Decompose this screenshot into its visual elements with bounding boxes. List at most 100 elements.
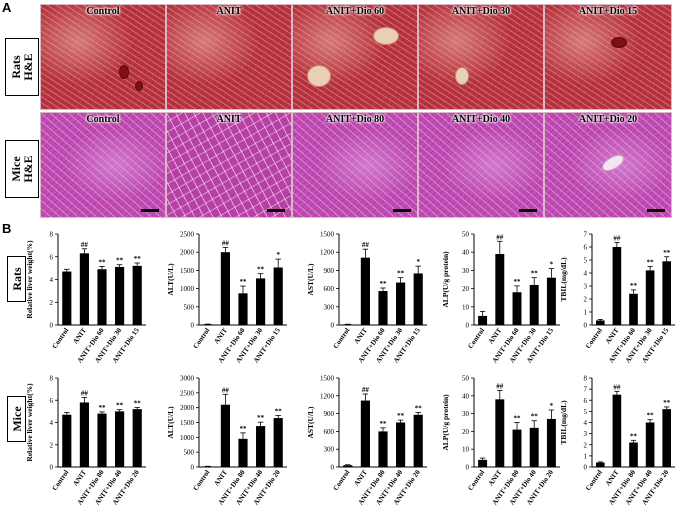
y-tick-label: 3000 [180,375,195,383]
y-tick-label: 7 [584,231,588,239]
bar [132,265,142,325]
chart-mice-8: 0 10 20 30 40 50 ALP(U/g protein) Control ## ANIT… [441,375,560,507]
micrograph-caption: ANIT+Dio 80 [325,114,385,125]
bar [115,411,125,467]
y-tick-label: 1500 [180,267,195,275]
significance-mark: ** [134,255,142,263]
bar [360,400,370,467]
category-label: ANIT [487,326,504,345]
y-tick-label: 0 [50,322,54,330]
y-tick-label: 0 [50,464,54,472]
y-tick-label: 2 [584,441,588,449]
significance-mark: ** [275,407,283,415]
micrograph-caption: ANIT+Dio 20 [578,114,638,125]
category-label: ANIT [71,326,88,345]
y-tick-label: 40 [462,392,470,400]
significance-mark: ## [81,389,89,397]
y-tick-label: 50 [462,375,470,383]
bar [396,282,406,325]
y-tick-label: 7 [584,386,588,394]
y-axis-label: TBIL(mg/dL) [559,257,568,302]
bar [546,277,556,325]
mouse-micrograph-anit-dio-20: ANIT+Dio 20 [544,112,672,218]
y-tick-label: 600 [324,285,335,293]
bar [97,413,107,467]
bar [79,253,89,325]
rat-micrograph-anit-dio-30: ANIT+Dio 30 [418,4,544,110]
significance-mark: ** [240,278,248,286]
significance-mark: ## [496,233,504,241]
y-tick-label: 1000 [180,434,195,442]
rat-micrograph-anit-dio-60: ANIT+Dio 60 [292,4,418,110]
y-axis-label: AST(U/L) [306,263,315,296]
y-tick-label: 5 [584,408,588,416]
mouse-micrograph-control: Control [40,112,166,218]
y-axis-label: ALT(U/L) [166,406,175,439]
y-tick-label: 0 [584,464,588,472]
y-tick-label: 4 [584,270,588,278]
y-tick-label: 10 [462,446,470,454]
y-tick-label: 2 [50,299,54,307]
category-label: ANIT [352,326,369,345]
category-label: Control [192,327,212,351]
y-tick-label: 1500 [320,375,335,383]
bar [62,271,72,325]
y-tick-label: 8 [584,375,588,383]
chart-rats-2: 0 300 600 900 1200 1500 AST(U/L) Control ## ANIT *… [306,231,427,365]
bar [343,465,353,467]
bar [360,257,370,325]
significance-mark: ** [380,420,388,428]
category-label: ANIT [212,326,229,345]
scale-bar [393,209,411,212]
y-tick-label: 0 [191,464,195,472]
significance-mark: * [550,261,554,269]
bar [238,438,248,467]
bar [612,247,622,325]
category-label: Control [466,469,486,493]
category-label: ANIT [212,468,229,487]
bar [413,273,423,325]
category-label: Control [51,469,71,493]
significance-mark: ** [647,259,655,267]
bar [495,399,505,467]
y-tick-label: 30 [462,410,470,418]
significance-mark: * [416,258,420,266]
category-label: ANIT [487,468,504,487]
significance-mark: ** [257,414,265,422]
y-axis-label: ALP(U/g protein) [441,251,450,308]
y-tick-label: 2 [584,296,588,304]
significance-mark: ** [647,412,655,420]
y-tick-label: 500 [184,449,195,457]
category-label: ANIT [352,468,369,487]
rat-micrograph-anit-dio-15: ANIT+Dio 15 [544,4,672,110]
bar [256,278,266,325]
significance-mark: * [550,402,554,410]
y-axis-label: ALP(U/g protein) [441,394,450,451]
mice-chart-row-label: Mice [7,396,26,442]
bar [629,293,638,325]
bar [203,324,213,326]
micrograph-caption: ANIT [216,6,242,17]
y-tick-label: 3 [584,283,588,291]
significance-mark: ** [116,402,124,410]
chart-mice-5: 0 2 4 6 8 Relative liver weight(%) Control ## AN… [25,375,146,507]
y-tick-label: 50 [462,231,470,239]
scale-bar [519,209,537,212]
y-tick-label: 0 [466,322,470,330]
y-tick-label: 1200 [320,392,335,400]
scale-bar [267,209,285,212]
mouse-micrograph-anit: ANIT [166,112,292,218]
bar [273,418,283,467]
rats-chart-row-label: Rats [7,256,26,302]
y-axis-label: AST(U/L) [306,406,315,439]
y-tick-label: 4 [584,419,588,427]
significance-mark: ** [663,399,671,407]
y-tick-label: 20 [462,285,470,293]
micrograph-caption: ANIT+Dio 60 [325,6,385,17]
y-tick-label: 6 [50,397,54,405]
bar [413,414,423,467]
significance-mark: ## [613,383,621,391]
bar [203,466,213,468]
y-tick-label: 600 [324,428,335,436]
bar [595,320,605,325]
